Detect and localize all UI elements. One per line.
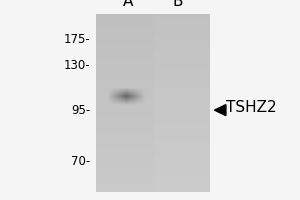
Text: 70-: 70- (71, 155, 90, 168)
Text: TSHZ2: TSHZ2 (226, 100, 277, 116)
Text: B: B (173, 0, 183, 9)
Text: A: A (123, 0, 133, 9)
Text: 95-: 95- (71, 104, 90, 117)
Text: 175-: 175- (63, 33, 90, 46)
Text: 130-: 130- (63, 59, 90, 72)
Polygon shape (214, 105, 226, 116)
